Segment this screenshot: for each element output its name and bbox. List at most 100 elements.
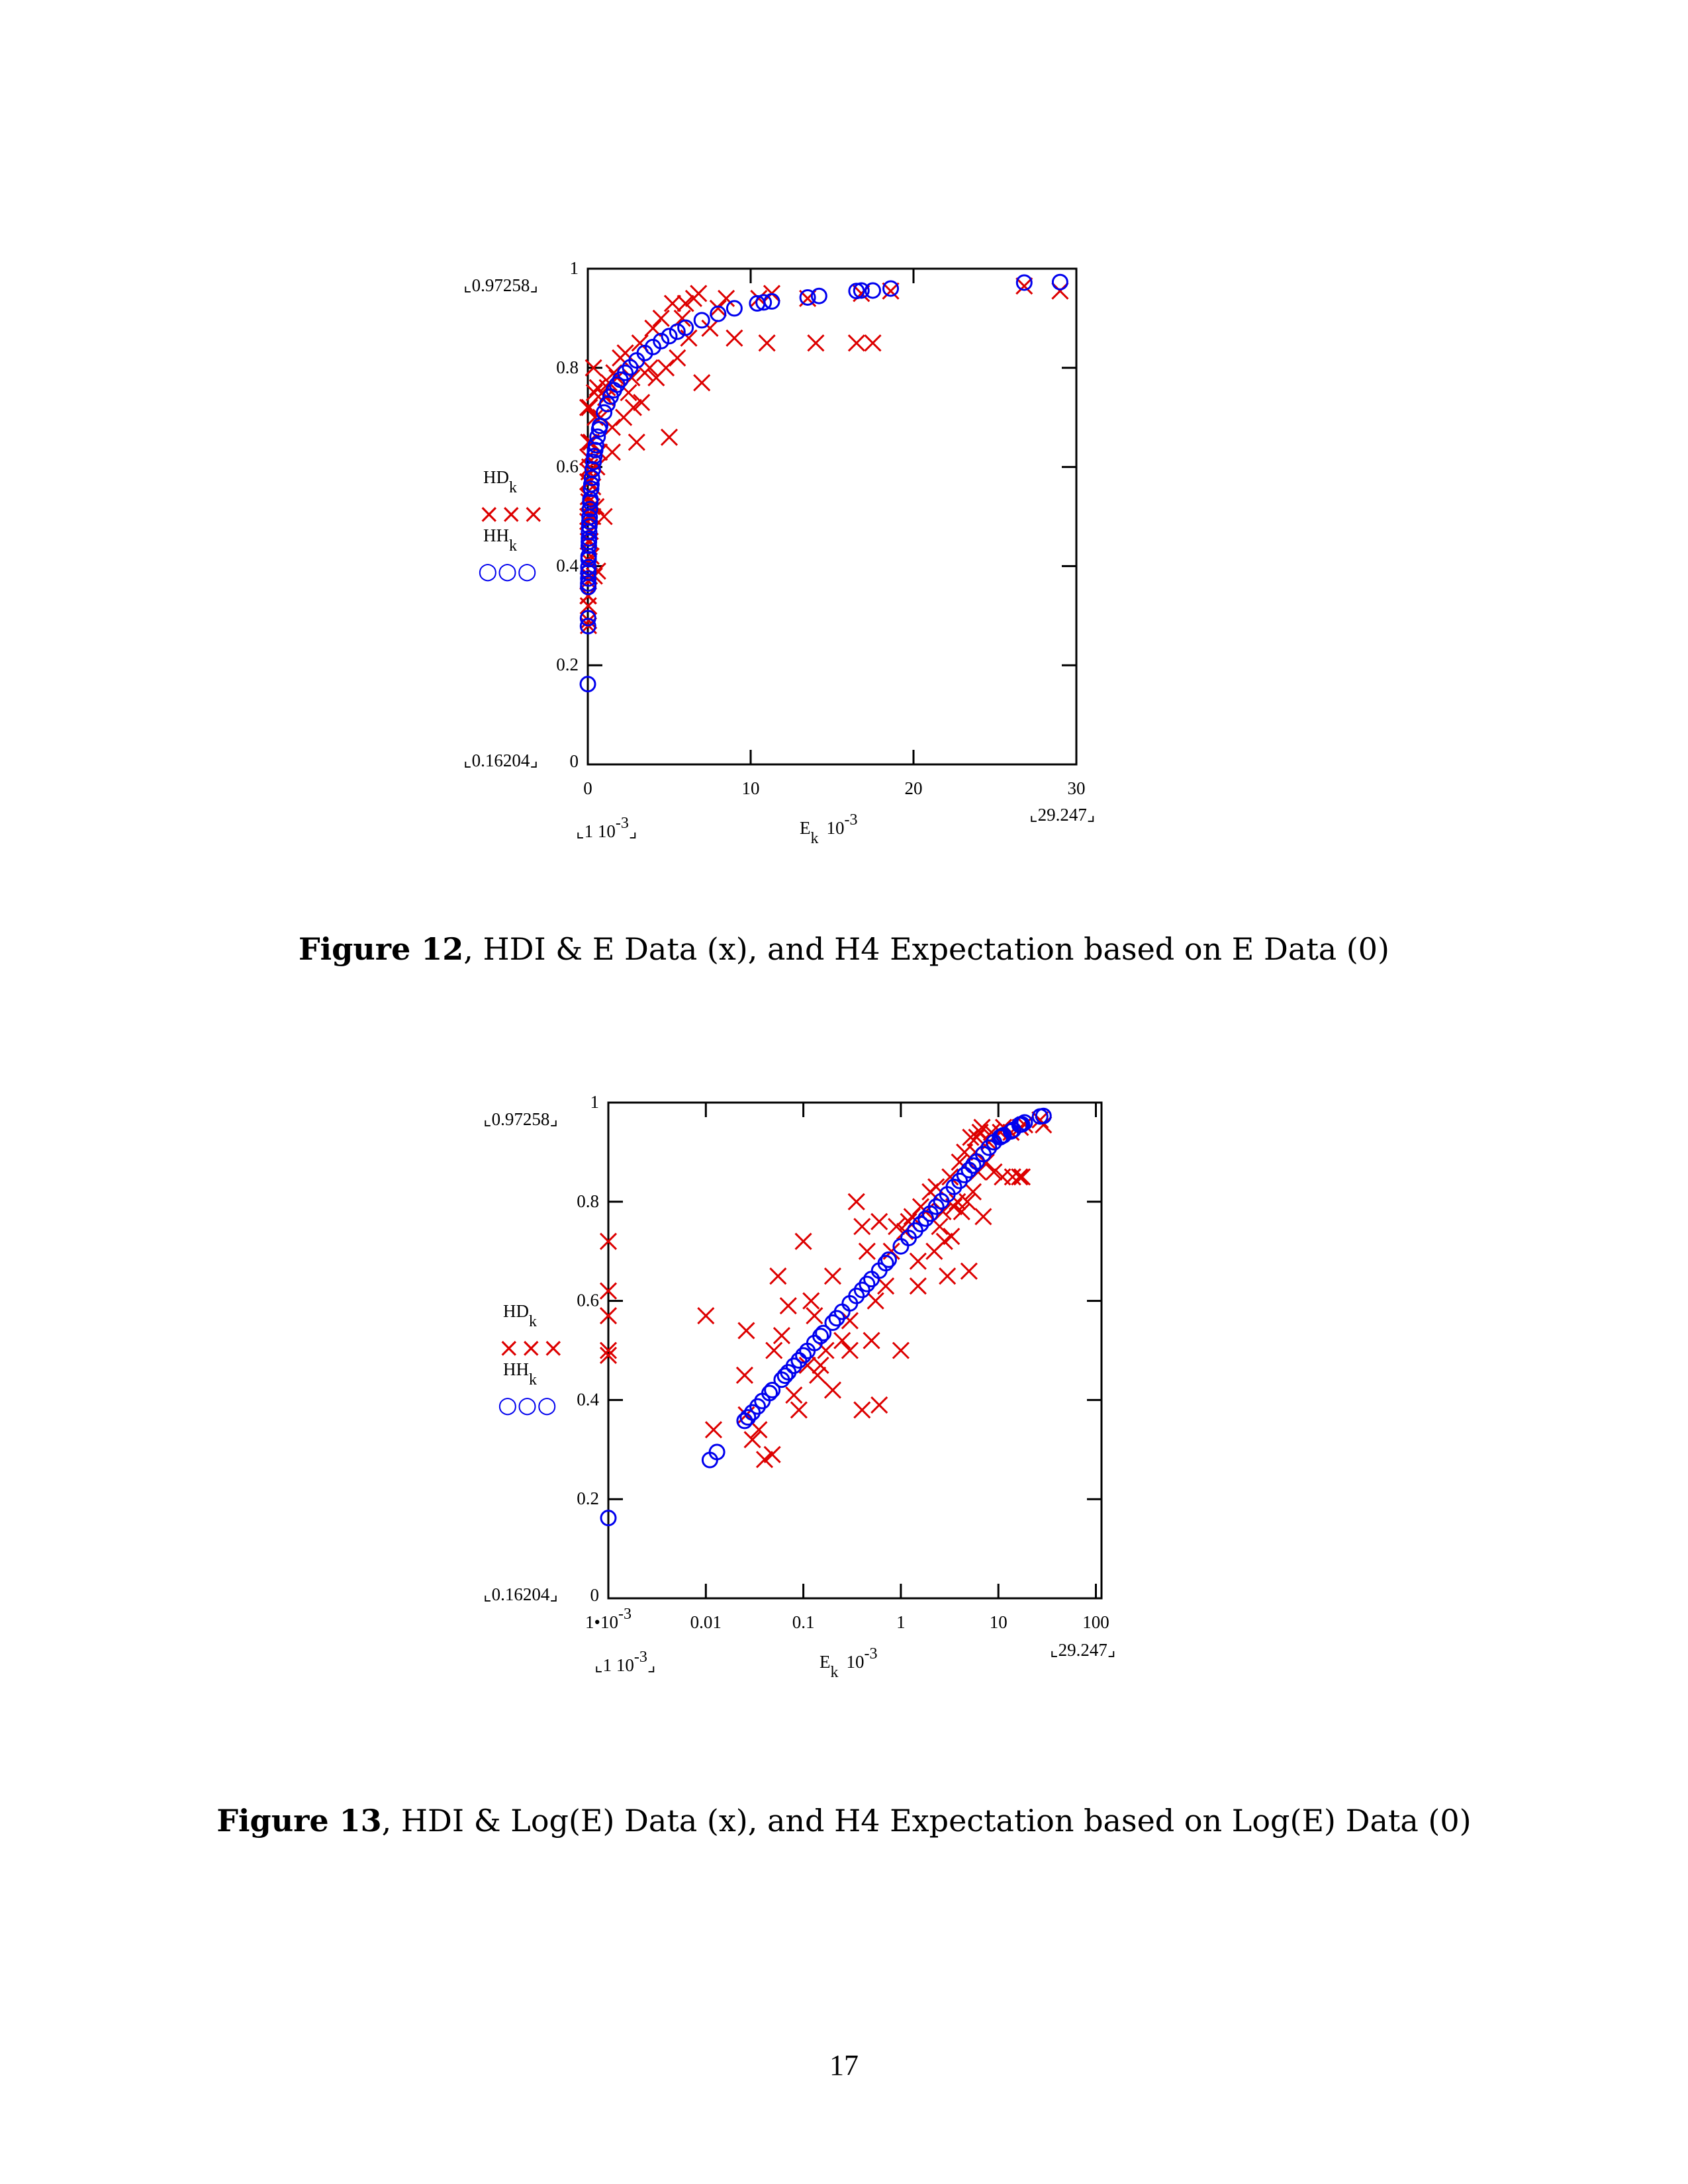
axis-ticks: 1•10-3 0.01 0.1 1 10 100 0 0.2 0.4 0.6 0.8 1	[577, 1092, 1109, 1632]
hh-point	[917, 1210, 935, 1227]
hd-point	[964, 1183, 982, 1201]
hh-point	[912, 1216, 929, 1233]
hd-point	[867, 1292, 884, 1310]
hd-point	[802, 1292, 820, 1310]
hd-point	[939, 1267, 957, 1285]
hd-point	[616, 344, 634, 362]
hd-point	[941, 1168, 959, 1186]
hd-point	[847, 1193, 865, 1210]
x-axis-label: Ek10-3	[820, 1645, 878, 1681]
hd-point	[779, 1297, 797, 1315]
hd-point	[657, 359, 675, 377]
hd-point	[743, 1431, 761, 1449]
legend-hd-marker: ×××	[498, 1333, 565, 1363]
y-tick-label: 1	[590, 1092, 600, 1112]
hd-point	[773, 1326, 790, 1345]
hd-point	[833, 1332, 851, 1349]
hh-point	[810, 287, 827, 304]
hd-point	[794, 1232, 812, 1250]
hd-point	[877, 1277, 895, 1295]
hd-point	[1031, 1111, 1049, 1129]
hh-point	[880, 1251, 897, 1268]
hh-point	[744, 1404, 761, 1421]
hd-point	[660, 428, 679, 446]
y-max-marker: ⌞0.97258⌟	[483, 1109, 558, 1129]
hh-point	[653, 332, 670, 349]
hd-point	[841, 1312, 859, 1330]
y-tick-label: 0.2	[577, 1488, 599, 1508]
plot-frame	[607, 1101, 1103, 1600]
hd-point	[585, 384, 603, 402]
hd-point	[628, 433, 645, 451]
hh-point	[761, 1385, 778, 1402]
y-tick-label: 1	[570, 258, 579, 278]
hd-point	[701, 319, 719, 337]
hh-point	[599, 395, 616, 412]
hd-point	[841, 1342, 859, 1359]
y-tick-label: 0.2	[556, 655, 579, 674]
figure-12-chart: 0 10 20 30 0 0.2 0.4 0.6 0.8 1 ⌞0.97258⌟ ⌞0.16204…	[463, 258, 1096, 847]
hd-point	[863, 1332, 880, 1349]
hd-point	[953, 1203, 970, 1220]
hh-point	[776, 1367, 794, 1385]
hd-point	[769, 1267, 787, 1285]
legend-hh-label: HHk	[483, 525, 517, 555]
x-tick-label: 1	[896, 1612, 906, 1632]
hd-point	[599, 1342, 618, 1359]
hh-point	[581, 500, 598, 518]
hd-point	[585, 359, 602, 377]
legend-hd-marker: ×××	[478, 499, 545, 529]
hh-point	[580, 570, 597, 587]
hh-point	[824, 1314, 841, 1332]
hd-point	[853, 1218, 871, 1236]
hd-point	[1015, 277, 1033, 295]
y-tick-label: 0.8	[577, 1191, 599, 1211]
hh-point	[795, 1347, 812, 1364]
hd-point	[806, 1307, 823, 1325]
hd-point	[599, 1307, 618, 1325]
hh-point	[587, 437, 604, 454]
y-tick-label: 0.4	[577, 1389, 599, 1409]
hh-point	[579, 617, 596, 635]
x-max-marker: ⌞29.247⌟	[1050, 1640, 1116, 1660]
x-tick-label: 0.1	[792, 1612, 815, 1632]
hd-point	[974, 1208, 992, 1226]
x-tick-label: 10	[742, 778, 760, 798]
x-tick-label: 30	[1068, 778, 1086, 798]
x-min-marker: ⌞1 10-3⌟	[594, 1649, 656, 1675]
hd-point	[633, 394, 651, 412]
x-axis-label: Ek10-3	[800, 811, 858, 847]
plot-frame	[586, 267, 1078, 766]
x-tick-label: 0.01	[690, 1612, 722, 1632]
hd-point	[581, 398, 598, 416]
hh-point	[764, 1381, 781, 1398]
y-tick-label: 0	[590, 1585, 600, 1605]
hd-point	[823, 1381, 842, 1399]
hh-point	[677, 319, 694, 336]
hh-point	[964, 1157, 982, 1174]
hd-point	[603, 443, 621, 461]
hd-point	[931, 1218, 949, 1236]
hd-point	[709, 299, 727, 317]
hd-point	[599, 1282, 618, 1300]
hh-point	[581, 513, 598, 530]
figure-13-chart: 1•10-3 0.01 0.1 1 10 100 0 0.2 0.4 0.6 0.8 1 ⌞0.972…	[483, 1092, 1116, 1681]
hh-point	[749, 1398, 767, 1415]
hd-point	[663, 295, 681, 312]
hh-point	[865, 282, 881, 299]
hh-point	[790, 1351, 808, 1369]
caption-text: , HDI & E Data (x), and H4 Expectation b…	[463, 931, 1390, 967]
hd-point	[737, 1322, 755, 1340]
hd-point	[943, 1228, 961, 1246]
y-tick-label: 0.6	[556, 457, 579, 477]
hd-point	[817, 1342, 835, 1359]
hd-point	[909, 1277, 927, 1295]
hh-point	[600, 1510, 617, 1527]
hh-point	[799, 289, 816, 306]
y-min-marker: ⌞0.16204⌟	[483, 1584, 558, 1604]
x-tick-label: 1•10-3	[585, 1606, 632, 1632]
hd-point	[968, 1128, 986, 1146]
hd-point	[909, 1252, 927, 1270]
legend-hd-label: HDk	[503, 1301, 537, 1330]
hd-point	[750, 1421, 768, 1439]
